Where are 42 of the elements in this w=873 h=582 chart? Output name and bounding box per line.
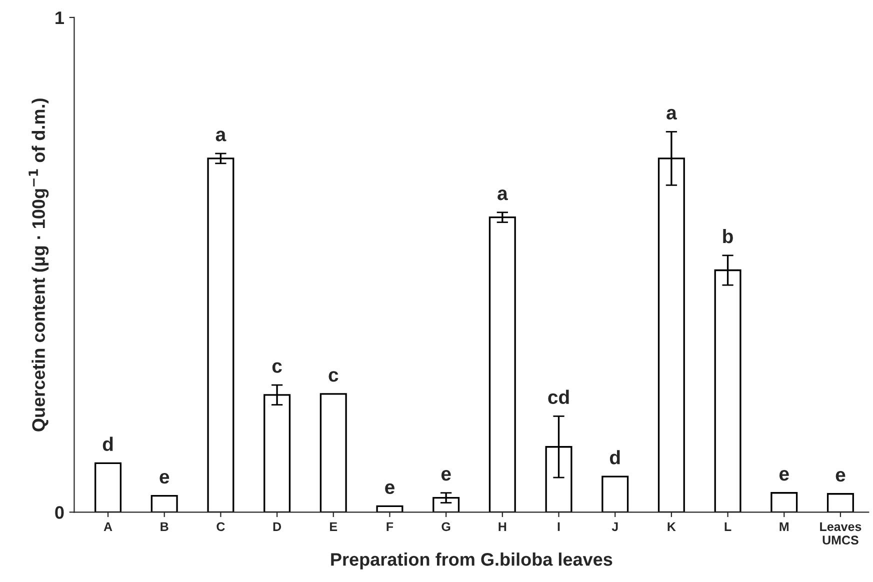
x-tick-label: J xyxy=(612,522,618,532)
bar xyxy=(770,492,798,512)
annotation: e xyxy=(441,470,451,481)
annotation: d xyxy=(610,450,620,464)
x-tick-label: K xyxy=(668,522,676,531)
annotation: e xyxy=(385,483,394,494)
bar xyxy=(94,462,122,512)
x-tick-label: C xyxy=(216,522,225,532)
x-tick-label: L xyxy=(724,522,732,531)
annotation: c xyxy=(272,362,282,373)
bar xyxy=(376,505,404,512)
x-tick-label: M xyxy=(780,522,788,531)
annotation: c xyxy=(328,371,338,382)
x-tick-label: F xyxy=(386,522,394,531)
bar xyxy=(826,493,854,512)
annotation: a xyxy=(498,190,508,200)
bar xyxy=(602,476,629,512)
bar xyxy=(150,495,178,512)
annotation: a xyxy=(666,108,677,120)
x-tick-label: G xyxy=(442,522,450,532)
x-tick-label: B xyxy=(160,522,168,531)
bar xyxy=(207,158,234,512)
y-axis-title: Quercetin content (µg · 100g$^{−1}$ of d.m.) xyxy=(28,98,49,432)
bar xyxy=(488,216,516,512)
x-axis-title: Preparation from G.biloba leaves xyxy=(331,552,612,570)
annotation: cd xyxy=(548,390,569,404)
annotation: d xyxy=(102,436,113,452)
annotation: e xyxy=(779,470,789,481)
y-tick-label: 1 xyxy=(56,12,64,24)
x-tick-label: Leaves UMCS xyxy=(820,522,862,545)
x-tick-label: H xyxy=(498,522,506,531)
x-tick-label: A xyxy=(104,522,112,531)
annotation: a xyxy=(216,130,226,142)
x-tick-label: I xyxy=(558,522,560,531)
y-tick-label: 0 xyxy=(55,506,64,519)
bar xyxy=(320,393,347,512)
annotation: b xyxy=(723,228,733,244)
annotation: e xyxy=(836,471,846,482)
annotation: e xyxy=(160,473,170,484)
bar xyxy=(432,496,460,512)
x-tick-label: D xyxy=(273,522,282,531)
x-tick-label: E xyxy=(330,522,338,531)
